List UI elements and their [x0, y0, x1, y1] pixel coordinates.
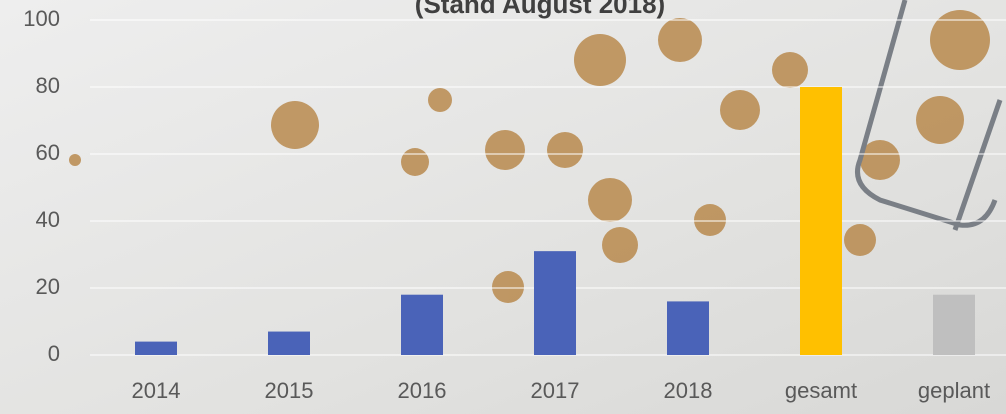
y-tick-label: 60	[36, 140, 60, 165]
x-tick-label: 2017	[531, 378, 580, 403]
chart-title: (Stand August 2018)	[415, 0, 665, 19]
bar	[667, 301, 709, 355]
chart: (Stand August 2018) 0 20 40 60 80 100 2014 2015…	[0, 0, 1006, 414]
y-tick-label: 0	[48, 341, 60, 366]
x-tick-label: 2018	[664, 378, 713, 403]
y-tick-label: 40	[36, 207, 60, 232]
x-tick-label: geplant	[918, 378, 990, 403]
bar	[401, 295, 443, 355]
y-tick-label: 80	[36, 73, 60, 98]
x-tick-label: gesamt	[785, 378, 857, 403]
bar	[135, 342, 177, 355]
y-tick-label: 100	[23, 6, 60, 31]
x-tick-label: 2016	[398, 378, 447, 403]
bar	[933, 295, 975, 355]
x-tick-label: 2014	[132, 378, 181, 403]
bar	[268, 332, 310, 355]
x-tick-label: 2015	[265, 378, 314, 403]
y-tick-label: 20	[36, 274, 60, 299]
bar	[534, 251, 576, 355]
bar	[800, 87, 842, 355]
page: (Stand August 2018) 0 20 40 60 80 100 2014 2015…	[0, 0, 1006, 414]
